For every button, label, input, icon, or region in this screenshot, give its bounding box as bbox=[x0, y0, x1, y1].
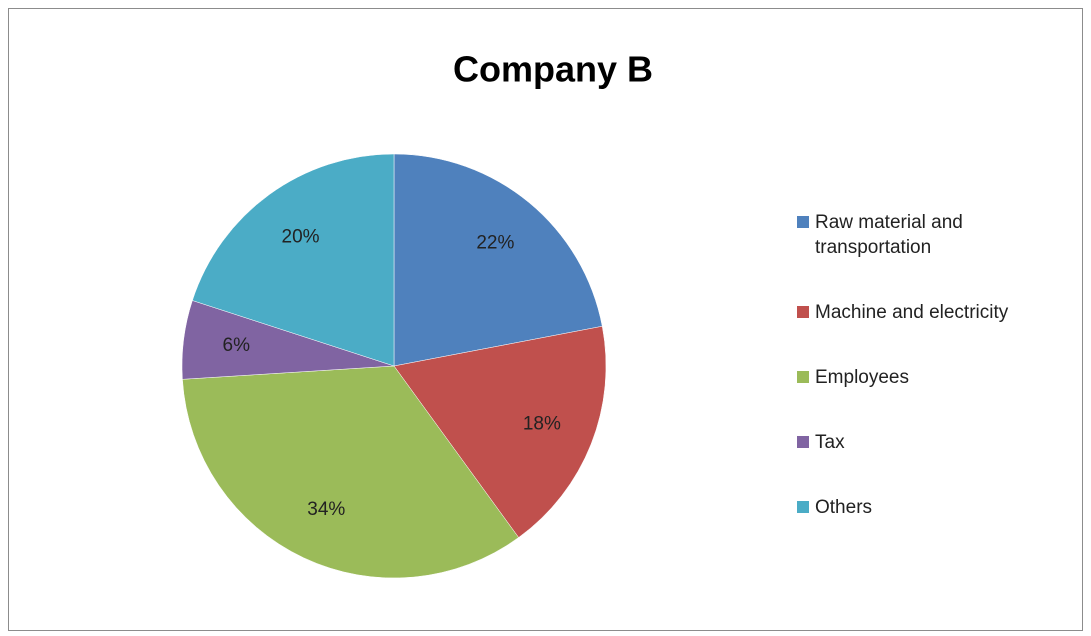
pie-slice bbox=[393, 153, 603, 367]
legend-swatch bbox=[797, 501, 809, 513]
legend-label: Raw material and transportation bbox=[815, 212, 963, 258]
legend-label: Employees bbox=[815, 367, 909, 388]
pie-slice bbox=[192, 153, 395, 367]
legend-item: Raw material and transportation bbox=[797, 210, 1077, 260]
data-label: 20% bbox=[282, 226, 320, 247]
legend-swatch bbox=[797, 436, 809, 448]
legend-item: Others bbox=[797, 495, 1077, 520]
data-label: 34% bbox=[307, 499, 345, 520]
legend-label: Tax bbox=[815, 432, 845, 453]
data-label: 6% bbox=[223, 335, 251, 356]
legend-label: Machine and electricity bbox=[815, 302, 1009, 323]
legend-swatch bbox=[797, 216, 809, 228]
legend-label: Others bbox=[815, 497, 873, 518]
legend-item: Tax bbox=[797, 430, 1077, 455]
legend-item: Machine and electricity bbox=[797, 300, 1077, 325]
data-label: 22% bbox=[476, 233, 514, 254]
legend-swatch bbox=[797, 306, 809, 318]
legend-swatch bbox=[797, 371, 809, 383]
legend: Raw material and transportation Machine a… bbox=[797, 190, 1077, 540]
legend-item: Employees bbox=[797, 365, 1077, 390]
pie-slice bbox=[182, 365, 519, 579]
chart-title: Company B bbox=[453, 49, 653, 90]
data-label: 18% bbox=[523, 414, 561, 435]
pie-slice bbox=[393, 325, 607, 538]
